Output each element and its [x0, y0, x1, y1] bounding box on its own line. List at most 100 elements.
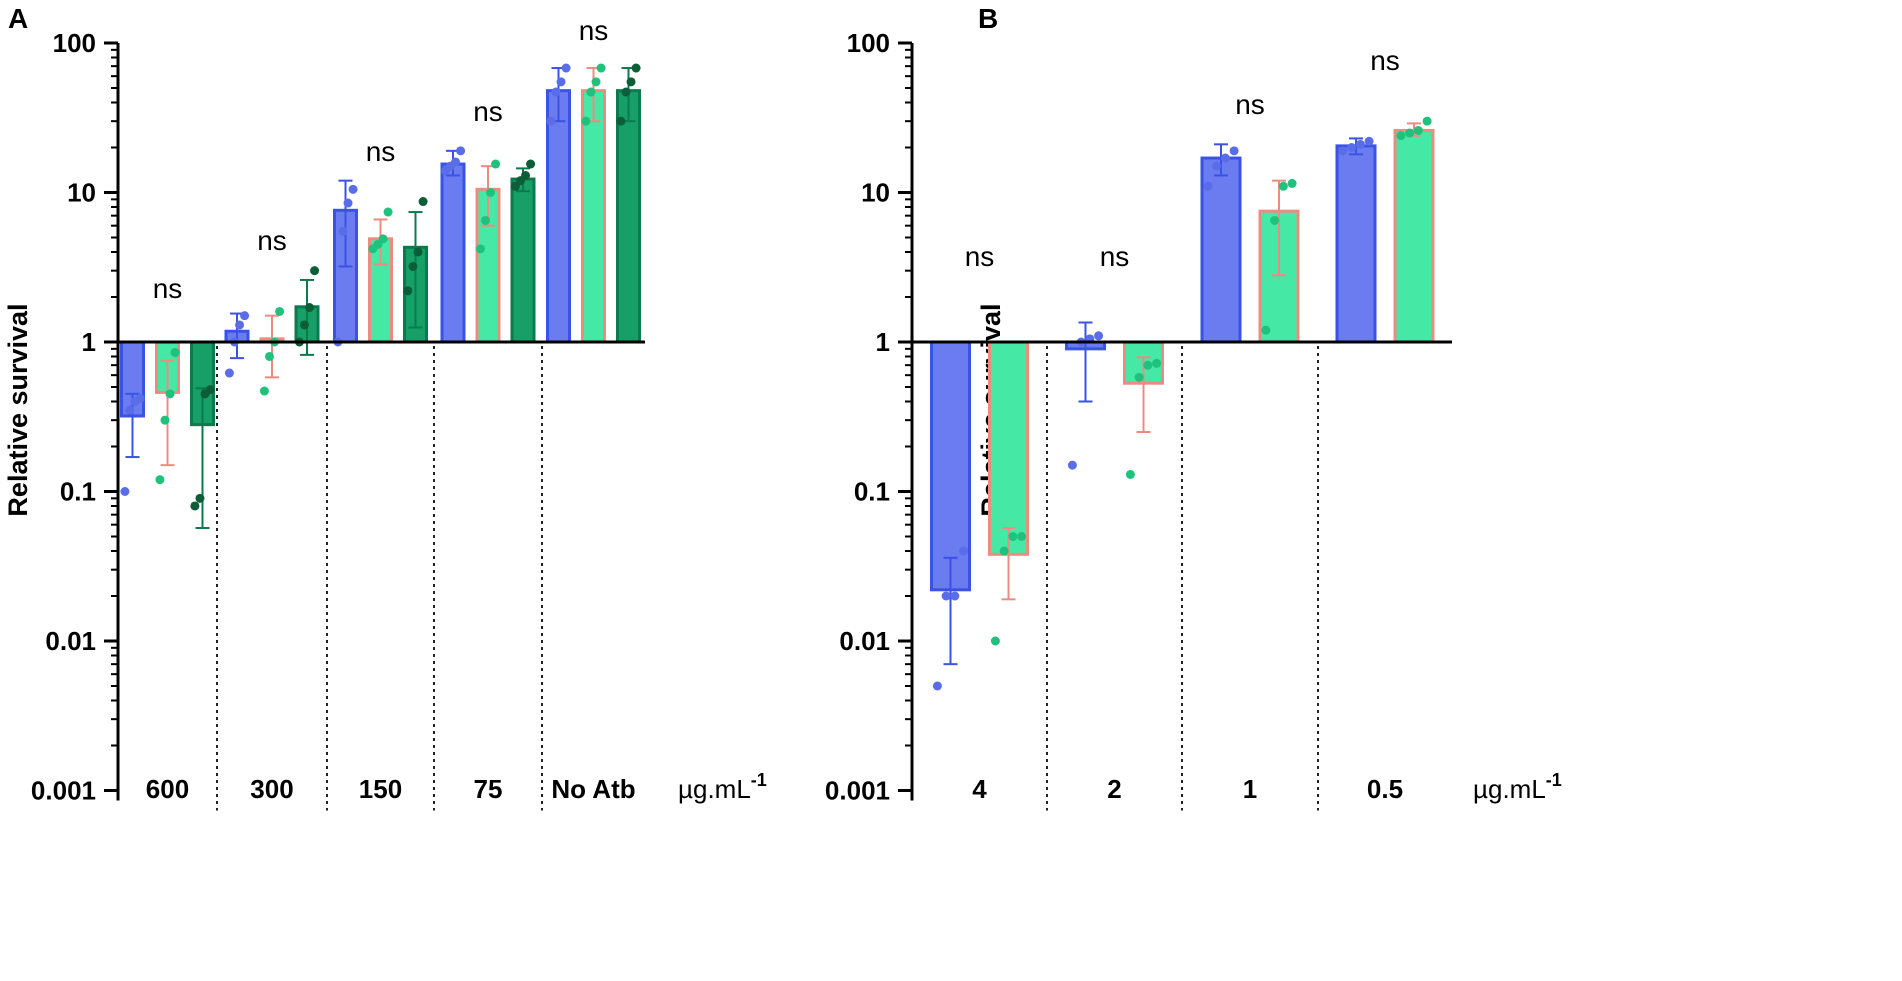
y-tick-label: 0.01 — [839, 626, 890, 656]
data-point — [1008, 532, 1018, 542]
data-point — [526, 159, 536, 169]
data-point — [999, 546, 1009, 556]
significance-label: ns — [965, 241, 995, 272]
data-point — [408, 261, 418, 271]
data-point — [413, 247, 423, 257]
data-point — [521, 170, 531, 180]
data-point — [480, 215, 490, 225]
data-point — [561, 63, 571, 73]
category-label: 2 — [1107, 774, 1121, 804]
significance-label: ns — [366, 136, 396, 167]
y-tick-label: 1 — [876, 327, 890, 357]
data-point — [310, 266, 320, 276]
data-point — [591, 77, 601, 87]
bar-a-no-atb-s1 — [546, 89, 571, 344]
category-label: 0.5 — [1367, 774, 1403, 804]
data-point — [125, 405, 135, 415]
significance-label: ns — [1100, 241, 1130, 272]
data-point — [959, 546, 969, 556]
y-tick-label: 100 — [53, 28, 96, 58]
data-point — [1405, 128, 1415, 138]
data-point — [950, 591, 960, 601]
data-point — [491, 159, 501, 169]
data-point — [596, 63, 606, 73]
panel-a-y-axis-label: Relative survival — [3, 303, 33, 516]
y-tick-label: 10 — [67, 178, 96, 208]
data-point — [403, 286, 413, 296]
y-tick-label: 10 — [861, 178, 890, 208]
data-point — [343, 198, 353, 208]
data-point — [275, 306, 285, 316]
data-point — [338, 226, 348, 236]
category-label: 300 — [250, 774, 293, 804]
data-point — [1364, 136, 1374, 146]
data-point — [155, 475, 165, 485]
bar-b-0.5-s1 — [1335, 144, 1377, 344]
unit-superscript: -1 — [751, 770, 767, 790]
data-point — [378, 234, 388, 244]
data-point — [581, 116, 591, 126]
panel-b-label: B — [978, 3, 998, 34]
data-point — [1278, 181, 1288, 191]
data-point — [456, 146, 466, 156]
data-point — [1422, 116, 1432, 126]
panel-a-label: A — [8, 3, 28, 34]
data-point — [240, 311, 250, 321]
data-point — [259, 386, 269, 396]
data-point — [932, 681, 942, 691]
data-point — [165, 389, 175, 399]
data-point — [475, 244, 485, 254]
data-point — [1067, 460, 1077, 470]
data-point — [990, 636, 1000, 646]
category-label: 4 — [972, 774, 987, 804]
data-point — [621, 87, 631, 97]
data-point — [135, 393, 145, 403]
data-point — [941, 591, 951, 601]
data-point — [264, 351, 274, 361]
data-point — [1338, 146, 1348, 156]
category-label: No Atb — [551, 774, 635, 804]
bar-a-no-atb-s3 — [616, 89, 641, 344]
panel-b: B Relative survival 0.0010.010.1110100ns… — [825, 3, 1562, 811]
panel-a: A Relative survival 0.001 0.01 0.1 1 10 100 ns… — [3, 3, 767, 811]
unit-main: µg.mL — [1473, 774, 1546, 804]
category-label: 1 — [1243, 774, 1257, 804]
y-tick-label: 1 — [82, 327, 96, 357]
bar-a-75-s3 — [510, 177, 536, 344]
data-point — [631, 63, 641, 73]
data-point — [1017, 532, 1027, 542]
data-point — [1261, 325, 1271, 335]
y-tick-label: 0.1 — [60, 477, 96, 507]
data-point — [626, 77, 636, 87]
y-tick-label: 0.001 — [825, 776, 890, 806]
data-point — [120, 487, 130, 496]
bar-b-0.5-s2 — [1393, 128, 1435, 344]
bar-b-4-s2 — [988, 340, 1029, 556]
x-axis-unit-label: µg.mL-1 — [1473, 770, 1562, 804]
significance-label: ns — [473, 96, 503, 127]
data-point — [1220, 153, 1230, 163]
category-label: 600 — [146, 774, 189, 804]
bar-a-no-atb-s2 — [581, 89, 606, 344]
data-point — [170, 348, 180, 358]
significance-label: ns — [257, 225, 287, 256]
significance-label: ns — [1370, 45, 1400, 76]
data-point — [348, 184, 358, 194]
unit-superscript: -1 — [1546, 770, 1562, 790]
unit-main: µg.mL — [678, 774, 751, 804]
data-point — [1143, 360, 1153, 370]
y-tick-label: 0.1 — [854, 477, 890, 507]
x-axis-unit-label: µg.mL-1 — [678, 770, 767, 804]
data-point — [235, 320, 245, 330]
data-point — [1396, 131, 1406, 141]
data-point — [190, 501, 200, 511]
data-point — [1355, 139, 1365, 149]
data-point — [418, 197, 428, 207]
significance-label: ns — [153, 273, 183, 304]
data-point — [299, 320, 309, 330]
data-point — [556, 77, 566, 87]
category-label: 75 — [474, 774, 503, 804]
significance-label: ns — [579, 15, 609, 46]
data-point — [546, 116, 556, 126]
